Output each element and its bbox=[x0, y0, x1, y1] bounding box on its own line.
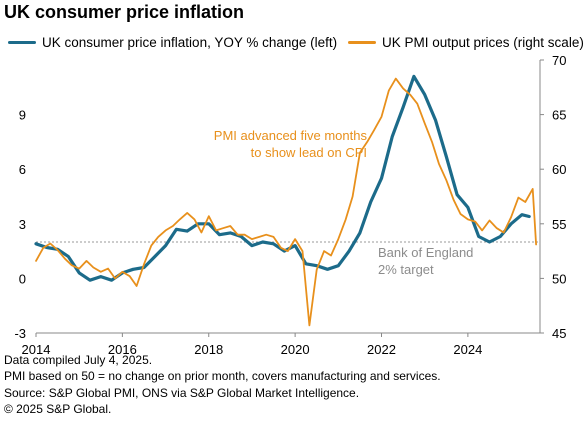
annotation-pmi-lead: PMI advanced five months bbox=[214, 128, 368, 143]
x-tick-label: 2016 bbox=[108, 342, 137, 357]
x-tick-label: 2022 bbox=[367, 342, 396, 357]
x-tick-label: 2024 bbox=[453, 342, 482, 357]
legend-item-pmi: UK PMI output prices (right scale) bbox=[348, 35, 584, 50]
page-title: UK consumer price inflation bbox=[4, 2, 245, 22]
right-tick-label: 65 bbox=[552, 108, 566, 123]
footer-line: PMI based on 50 = no change on prior mon… bbox=[4, 369, 441, 384]
x-tick-label: 2018 bbox=[194, 342, 223, 357]
left-tick-label: 9 bbox=[19, 108, 26, 123]
right-tick-label: 60 bbox=[552, 162, 566, 177]
left-tick-label: -3 bbox=[14, 326, 26, 341]
left-tick-label: 6 bbox=[19, 162, 26, 177]
legend-label-pmi: UK PMI output prices (right scale) bbox=[382, 35, 584, 50]
footer-line: Source: S&P Global PMI, ONS via S&P Glob… bbox=[4, 385, 360, 400]
legend: UK consumer price inflation, YOY % chang… bbox=[8, 35, 584, 53]
legend-label-cpi: UK consumer price inflation, YOY % chang… bbox=[42, 35, 338, 50]
annotation-target: 2% target bbox=[378, 262, 434, 277]
legend-swatch-cpi bbox=[8, 41, 36, 44]
x-tick-label: 2020 bbox=[281, 342, 310, 357]
right-tick-label: 50 bbox=[552, 271, 566, 286]
right-tick-label: 70 bbox=[552, 53, 566, 68]
right-tick-label: 55 bbox=[552, 217, 566, 232]
right-tick-label: 45 bbox=[552, 326, 566, 341]
legend-item-cpi: UK consumer price inflation, YOY % chang… bbox=[8, 35, 337, 50]
footer: Data compiled July 4, 2025. PMI based on… bbox=[4, 352, 441, 418]
annotation-pmi-lead: to show lead on CPI bbox=[251, 145, 367, 160]
series-line-pmi bbox=[35, 77, 537, 327]
footer-line: Data compiled July 4, 2025. bbox=[4, 353, 153, 367]
annotation-target: Bank of England bbox=[378, 245, 473, 260]
x-tick-label: 2014 bbox=[22, 342, 51, 357]
legend-swatch-pmi bbox=[348, 41, 376, 44]
left-tick-label: 3 bbox=[19, 217, 26, 232]
left-tick-label: 0 bbox=[19, 271, 26, 286]
footer-line: © 2025 S&P Global. bbox=[4, 402, 112, 417]
